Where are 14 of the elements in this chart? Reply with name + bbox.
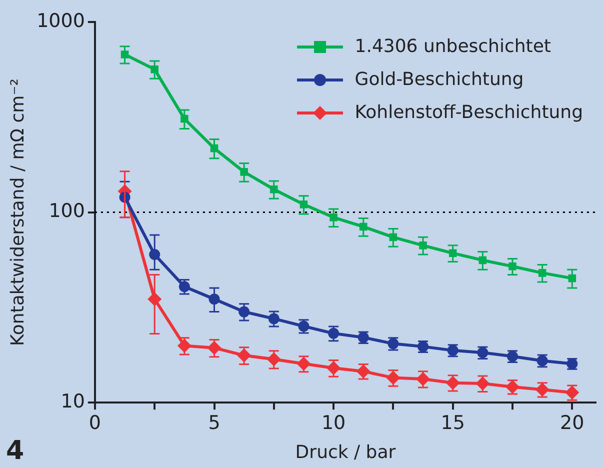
y-tick-label: 100: [48, 200, 85, 222]
legend-label: Kohlenstoff-Beschichtung: [354, 102, 583, 123]
x-tick-label: 20: [560, 412, 584, 434]
legend-label: 1.4306 unbeschichtet: [354, 36, 551, 57]
text: 4: [6, 436, 24, 466]
y-tick-label: 10: [60, 390, 85, 413]
x-axis-title: Druck / bar: [295, 442, 396, 463]
x-tick-label: 10: [321, 412, 346, 434]
y-tick-label: 1000: [36, 10, 85, 32]
legend-label: Gold-Beschichtung: [354, 69, 524, 90]
x-tick-label: 5: [208, 412, 220, 434]
x-tick-label: 0: [88, 412, 101, 434]
y-axis-title: Kontaktwiderstand / mΩ cm⁻²: [7, 78, 28, 346]
x-tick-label: 15: [440, 412, 465, 434]
